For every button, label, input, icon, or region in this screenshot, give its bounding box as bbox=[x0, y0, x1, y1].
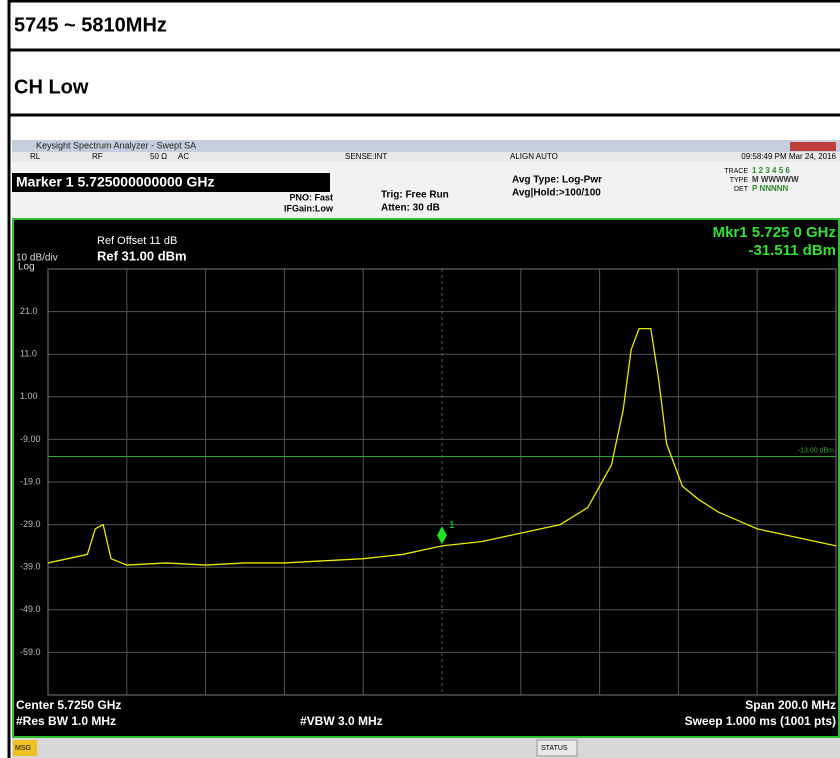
atten: Atten: 30 dB bbox=[381, 203, 440, 214]
marker bbox=[437, 526, 447, 545]
trace-label: DET bbox=[734, 186, 749, 193]
rbw: #Res BW 1.0 MHz bbox=[16, 714, 116, 728]
marker-value: -31.511 dBm bbox=[748, 242, 836, 259]
sweep: Sweep 1.000 ms (1001 pts) bbox=[685, 714, 836, 728]
rl: RL bbox=[30, 152, 41, 161]
ifgain: IFGain:Low bbox=[284, 203, 334, 213]
band: 5745 ~ 5810MHz bbox=[14, 14, 167, 36]
y-tick-label: 21.0 bbox=[20, 306, 38, 316]
y-tick-label: -29.0 bbox=[20, 519, 41, 529]
y-tick-label: -49.0 bbox=[20, 604, 41, 614]
trace-label: TRACE bbox=[724, 168, 748, 175]
vbw: #VBW 3.0 MHz bbox=[300, 714, 383, 728]
y-tick-label: 1.00 bbox=[20, 391, 38, 401]
ref-offset: Ref Offset 11 dB bbox=[97, 235, 177, 247]
marker-box bbox=[12, 173, 330, 192]
pno: PNO: Fast bbox=[289, 192, 333, 202]
marker-readout: Marker 1 5.725000000000 GHz bbox=[16, 174, 214, 190]
trace-value: P NNNNN bbox=[752, 184, 789, 193]
status-bar bbox=[12, 738, 840, 758]
msg-box bbox=[13, 740, 37, 756]
y-tick-label: -39.0 bbox=[20, 562, 41, 572]
window-title: Keysight Spectrum Analyzer - Swept SA bbox=[36, 140, 196, 150]
window-buttons[interactable] bbox=[790, 142, 836, 151]
avg-hold: Avg|Hold:>100/100 bbox=[512, 188, 601, 199]
graph bbox=[12, 218, 840, 738]
status: STATUS bbox=[541, 745, 568, 752]
title-bar bbox=[12, 140, 840, 152]
trace-value: 1 2 3 4 5 6 bbox=[752, 166, 790, 175]
limit-label: -13.00 dBm bbox=[798, 447, 834, 454]
y-tick-label: -19.0 bbox=[20, 476, 41, 486]
sense: SENSE:INT bbox=[345, 152, 387, 161]
scale-type: Log bbox=[18, 262, 35, 273]
marker-label: 1 bbox=[449, 520, 455, 531]
scale: 10 dB/div bbox=[16, 253, 58, 264]
y-tick-label: -59.0 bbox=[20, 647, 41, 657]
y-tick-label: 11.0 bbox=[20, 349, 37, 359]
msg: MSG bbox=[15, 745, 31, 752]
status-box bbox=[536, 739, 578, 757]
channel: CH Low bbox=[14, 76, 89, 98]
ref-level: Ref 31.00 dBm bbox=[97, 248, 187, 263]
center: Center 5.7250 GHz bbox=[16, 698, 121, 712]
y-tick-label: -9.00 bbox=[20, 434, 41, 444]
coupling: AC bbox=[178, 152, 189, 161]
trace bbox=[47, 327, 837, 566]
plot-border bbox=[47, 268, 837, 696]
rf: RF bbox=[92, 152, 103, 161]
trig: Trig: Free Run bbox=[381, 190, 449, 201]
status-row bbox=[12, 152, 840, 162]
span: Span 200.0 MHz bbox=[745, 698, 836, 712]
impedance: 50 Ω bbox=[150, 152, 167, 161]
align: ALIGN AUTO bbox=[510, 152, 558, 161]
trace-label: TYPE bbox=[730, 177, 749, 184]
time: 09:58:49 PM Mar 24, 2016 bbox=[741, 152, 836, 161]
trace-value: M WWWWW bbox=[752, 175, 799, 184]
marker-title: Mkr1 5.725 0 GHz bbox=[713, 224, 836, 241]
avg-type: Avg Type: Log-Pwr bbox=[512, 175, 602, 186]
